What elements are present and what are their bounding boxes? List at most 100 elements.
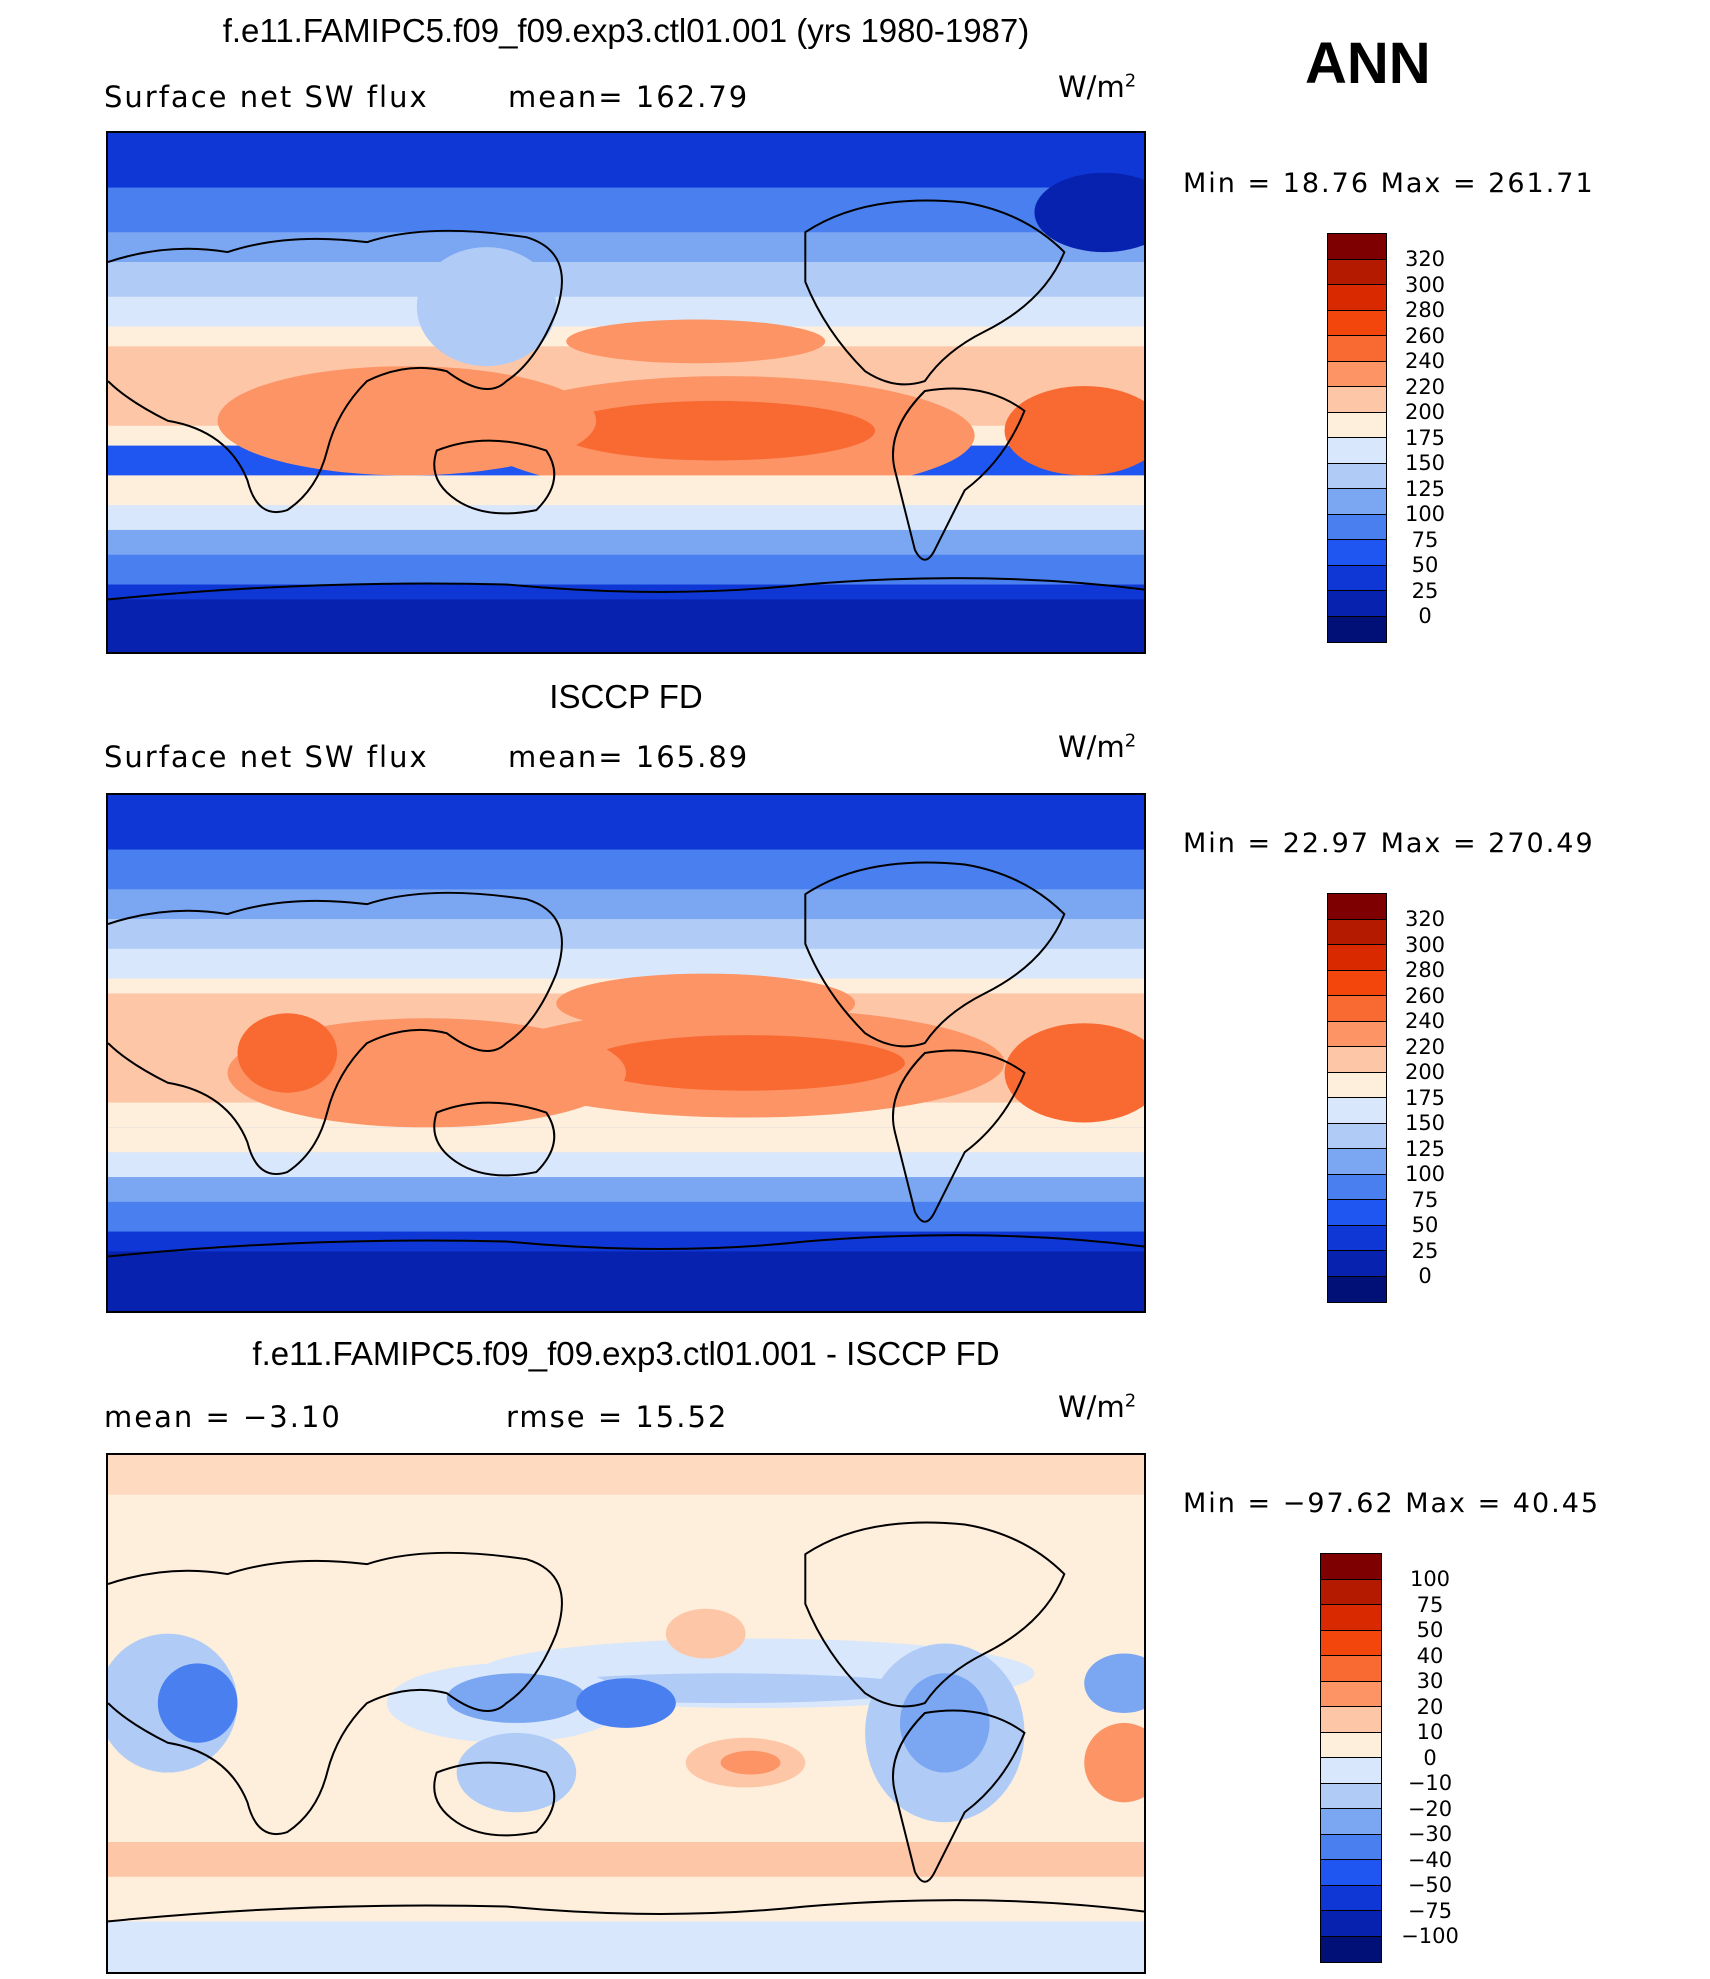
panel3-colorbar-swatch [1321,1809,1381,1835]
colorbar-level-label: 280 [1404,958,1446,982]
panel3-colorbar-swatch [1321,1554,1381,1580]
panel3-colorbar-swatch [1321,1936,1381,1962]
panel2-colorbar-swatch [1328,1149,1386,1175]
colorbar-level-label: 10 [1416,1720,1444,1744]
panel1-mean: mean= 162.79 [508,80,750,114]
panel1-map-field [108,133,1144,652]
colorbar-level-label: 300 [1404,272,1446,297]
panel2-colorbar-swatch [1328,996,1386,1022]
colorbar-level-label: 25 [1411,578,1439,603]
colorbar-level-label: −10 [1407,1771,1453,1795]
colorbar-level-label: 75 [1411,1187,1439,1212]
panel1-colorbar-swatch [1328,565,1386,591]
panel1-colorbar-swatch [1328,540,1386,566]
colorbar-level-label: 40 [1416,1643,1444,1668]
panel1-colorbar-swatch [1328,616,1386,642]
panel3-colorbar-swatch [1321,1579,1381,1605]
colorbar-level-label: 75 [1411,527,1439,552]
panel3-colorbar-swatch [1321,1911,1381,1937]
colorbar-level-label: 100 [1409,1567,1451,1591]
colorbar-level-label: 240 [1404,349,1446,373]
panel3-colorbar-swatch [1321,1758,1381,1784]
panel1-colorbar-swatch [1328,412,1386,438]
panel3-colorbar-swatch [1321,1656,1381,1682]
panel2-title: ISCCP FD [549,678,703,715]
panel1-minmax: Min = 18.76 Max = 261.71 [1183,168,1595,199]
colorbar-level-label: 100 [1404,502,1446,526]
colorbar-level-label: 150 [1404,1111,1446,1135]
panel1-colorbar-swatch [1328,336,1386,362]
colorbar-level-label: 0 [1418,604,1432,628]
colorbar-level-label: −20 [1407,1796,1453,1821]
panel3-colorbar-swatch [1321,1630,1381,1656]
panel3-colorbar-swatch [1321,1707,1381,1733]
panel1-colorbar-swatch [1328,387,1386,413]
colorbar-level-label: 260 [1404,323,1446,348]
panel3-colorbar-swatch [1321,1681,1381,1707]
panel2-colorbar-swatch [1328,945,1386,971]
panel2-colorbar-swatch [1328,894,1386,920]
colorbar-level-label: 50 [1416,1618,1444,1642]
season-label: ANN [1305,31,1431,96]
colorbar-level-label: 0 [1423,1745,1437,1770]
panel2-mean: mean= 165.89 [508,740,750,774]
panel1-variable: Surface net SW flux [104,80,429,114]
panel2-map-field [108,795,1144,1311]
panel2-minmax: Min = 22.97 Max = 270.49 [1183,828,1595,859]
colorbar-level-label: −75 [1407,1898,1453,1923]
panel1-colorbar-swatch [1328,591,1386,617]
colorbar-level-label: 50 [1411,553,1439,577]
panel2-colorbar-swatch [1328,1123,1386,1149]
panel1-title: f.e11.FAMIPC5.f09_f09.exp3.ctl01.001 (yr… [222,12,1030,49]
panel1-units: W/m2 [1058,70,1137,104]
panel1-colorbar-swatch [1328,285,1386,311]
panel3-colorbar-swatch [1321,1732,1381,1758]
panel1-colorbar [1327,233,1387,643]
colorbar-level-label: 175 [1404,425,1446,450]
colorbar-level-label: −50 [1407,1873,1453,1897]
panel2-colorbar-swatch [1328,1072,1386,1098]
panel1-colorbar-swatch [1328,234,1386,260]
colorbar-level-label: −40 [1407,1847,1453,1872]
panel3-colorbar-swatch [1321,1834,1381,1860]
colorbar-level-label: 200 [1404,400,1446,424]
panel2-colorbar-swatch [1328,1200,1386,1226]
colorbar-level-label: 240 [1404,1009,1446,1033]
colorbar-level-label: 0 [1418,1264,1432,1288]
colorbar-level-label: 280 [1404,298,1446,322]
panel1-colorbar-swatch [1328,489,1386,515]
panel2-colorbar-swatch [1328,1276,1386,1302]
panel2-map [106,793,1146,1313]
panel1-colorbar-swatch [1328,463,1386,489]
panel3-colorbar-swatch [1321,1783,1381,1809]
colorbar-level-label: 100 [1404,1162,1446,1186]
colorbar-level-label: 50 [1411,1213,1439,1237]
panel1-colorbar-swatch [1328,310,1386,336]
panel3-rmse: rmse = 15.52 [506,1400,729,1434]
colorbar-level-label: −30 [1407,1822,1453,1846]
colorbar-level-label: 25 [1411,1238,1439,1263]
colorbar-level-label: −100 [1401,1924,1459,1948]
colorbar-level-label: 300 [1404,932,1446,957]
panel3-colorbar-swatch [1321,1860,1381,1886]
colorbar-level-label: 20 [1416,1694,1444,1719]
panel3-colorbar [1320,1553,1382,1963]
panel3-title: f.e11.FAMIPC5.f09_f09.exp3.ctl01.001 - I… [252,1335,1000,1372]
colorbar-level-label: 220 [1404,1034,1446,1059]
panel3-map [106,1453,1146,1974]
panel1-colorbar-swatch [1328,514,1386,540]
colorbar-level-label: 200 [1404,1060,1446,1084]
panel2-colorbar-swatch [1328,1021,1386,1047]
colorbar-level-label: 220 [1404,374,1446,399]
colorbar-level-label: 150 [1404,451,1446,475]
panel2-colorbar-swatch [1328,919,1386,945]
panel3-units: W/m2 [1058,1390,1137,1424]
panel1-colorbar-swatch [1328,361,1386,387]
panel1-map [106,131,1146,654]
colorbar-level-label: 125 [1404,476,1446,501]
colorbar-level-label: 30 [1416,1669,1444,1693]
colorbar-level-label: 175 [1404,1085,1446,1110]
panel2-units: W/m2 [1058,730,1137,764]
panel2-variable: Surface net SW flux [104,740,429,774]
panel2-colorbar-swatch [1328,1251,1386,1277]
